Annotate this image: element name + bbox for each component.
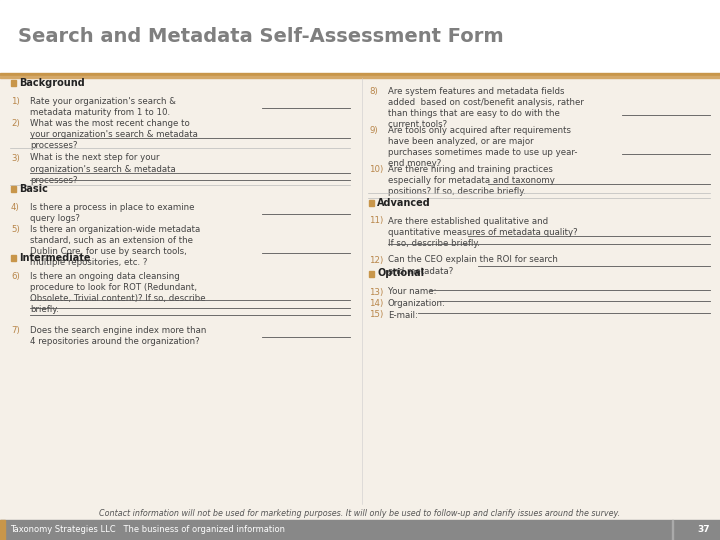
Text: Intermediate: Intermediate xyxy=(19,253,91,263)
Text: Search and Metadata Self-Assessment Form: Search and Metadata Self-Assessment Form xyxy=(18,26,503,45)
Text: Is there a process in place to examine
query logs?: Is there a process in place to examine q… xyxy=(30,203,194,223)
Bar xyxy=(672,520,673,540)
Text: 15): 15) xyxy=(369,310,383,320)
Bar xyxy=(0,72,720,75)
Text: Organization:: Organization: xyxy=(388,299,446,308)
Text: Are there established qualitative and
quantitative measures of metadata quality?: Are there established qualitative and qu… xyxy=(388,217,577,248)
Text: Advanced: Advanced xyxy=(377,198,431,207)
Text: Contact information will not be used for marketing purposes. It will only be use: Contact information will not be used for… xyxy=(99,510,621,518)
Text: Background: Background xyxy=(19,78,85,88)
Text: 37: 37 xyxy=(698,525,710,535)
Text: Optional: Optional xyxy=(377,268,424,279)
Text: Taxonomy Strategies LLC   The business of organized information: Taxonomy Strategies LLC The business of … xyxy=(10,525,285,535)
Text: 13): 13) xyxy=(369,287,383,296)
Text: Are system features and metadata fields
added  based on cost/benefit analysis, r: Are system features and metadata fields … xyxy=(388,87,584,129)
Bar xyxy=(0,520,5,540)
Text: 4): 4) xyxy=(11,203,19,212)
Bar xyxy=(369,271,374,276)
Bar xyxy=(11,80,16,86)
Text: 11): 11) xyxy=(369,217,383,226)
Text: 7): 7) xyxy=(11,326,19,335)
Text: 1): 1) xyxy=(11,97,19,106)
Bar xyxy=(11,186,16,192)
Text: E-mail:: E-mail: xyxy=(388,310,418,320)
Text: 3): 3) xyxy=(11,153,19,163)
Text: 9): 9) xyxy=(369,126,377,135)
Text: 14): 14) xyxy=(369,299,383,308)
Text: Can the CEO explain the ROI for search
and metadata?: Can the CEO explain the ROI for search a… xyxy=(388,255,558,275)
Text: What is the next step for your
organization's search & metadata
processes?: What is the next step for your organizat… xyxy=(30,153,176,185)
Bar xyxy=(11,255,16,261)
Text: Is there an ongoing data cleansing
procedure to look for ROT (Redundant,
Obsolet: Is there an ongoing data cleansing proce… xyxy=(30,272,206,314)
Bar xyxy=(0,76,720,78)
Bar xyxy=(369,199,374,206)
Text: Are tools only acquired after requirements
have been analyzed, or are major
purc: Are tools only acquired after requiremen… xyxy=(388,126,577,168)
Text: 12): 12) xyxy=(369,255,383,265)
Text: 8): 8) xyxy=(369,87,378,96)
Text: Basic: Basic xyxy=(19,184,48,194)
Text: Does the search engine index more than
4 repositories around the organization?: Does the search engine index more than 4… xyxy=(30,326,207,346)
Text: Rate your organization's search &
metadata maturity from 1 to 10.: Rate your organization's search & metada… xyxy=(30,97,176,117)
Text: Are there hiring and training practices
especially for metadata and taxonomy
pos: Are there hiring and training practices … xyxy=(388,165,555,196)
Bar xyxy=(0,0,720,72)
Text: What was the most recent change to
your organization's search & metadata
process: What was the most recent change to your … xyxy=(30,119,198,150)
Text: 6): 6) xyxy=(11,272,19,281)
Text: Is there an organization-wide metadata
standard, such as an extension of the
Dub: Is there an organization-wide metadata s… xyxy=(30,225,200,267)
Text: 2): 2) xyxy=(11,119,19,128)
Text: 5): 5) xyxy=(11,225,19,234)
Text: 10): 10) xyxy=(369,165,383,174)
Text: Your name:: Your name: xyxy=(388,287,436,296)
Bar xyxy=(0,520,720,540)
